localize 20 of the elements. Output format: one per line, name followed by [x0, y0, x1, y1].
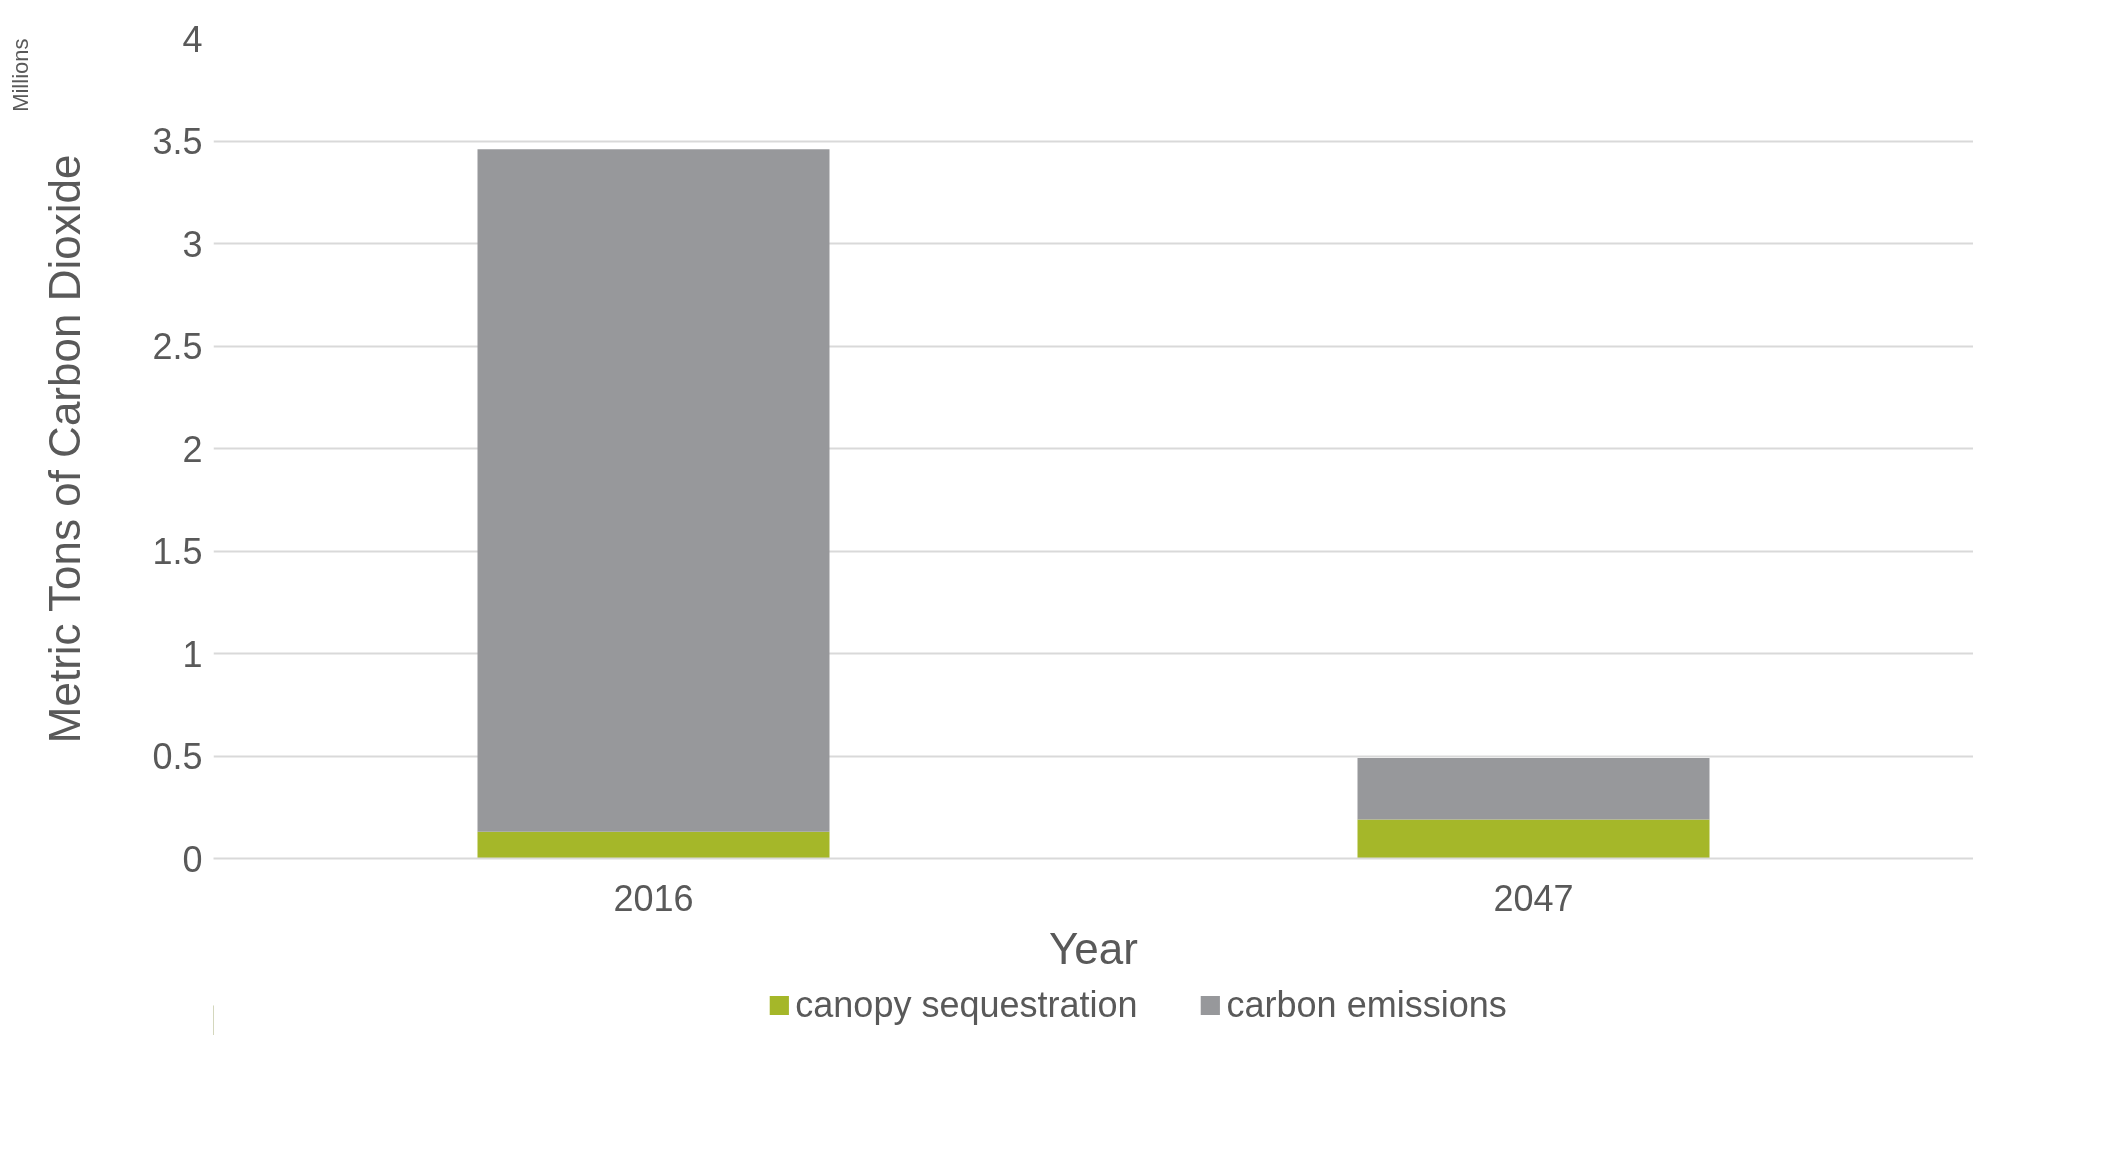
- y-tick-label: 1.5: [152, 531, 203, 572]
- y-tick-label: 0: [182, 838, 203, 880]
- x-tick-label: 2016: [613, 877, 694, 919]
- bar: [1357, 758, 1710, 820]
- y-tick-label: 3.5: [152, 121, 203, 162]
- y-tick-label: 2.5: [152, 326, 203, 367]
- legend-label: carbon emissions: [1226, 984, 1507, 1026]
- y-axis-title: Metric Tons of Carbon Dioxide: [40, 154, 90, 744]
- bar: [477, 149, 830, 832]
- y-tick-label: 4: [182, 18, 203, 60]
- bar: [477, 831, 830, 859]
- y-tick-label: 3: [182, 223, 203, 265]
- text: Millions: [7, 38, 33, 112]
- bar: [1357, 819, 1710, 859]
- x-tick-label: 2047: [1493, 877, 1574, 919]
- y-tick-label: 1: [182, 633, 203, 675]
- y-tick-label: 0.5: [152, 736, 203, 777]
- y-tick-label: 2: [182, 428, 203, 470]
- x-axis-title: Year: [1049, 923, 1138, 973]
- legend-label: canopy sequestration: [795, 984, 1138, 1026]
